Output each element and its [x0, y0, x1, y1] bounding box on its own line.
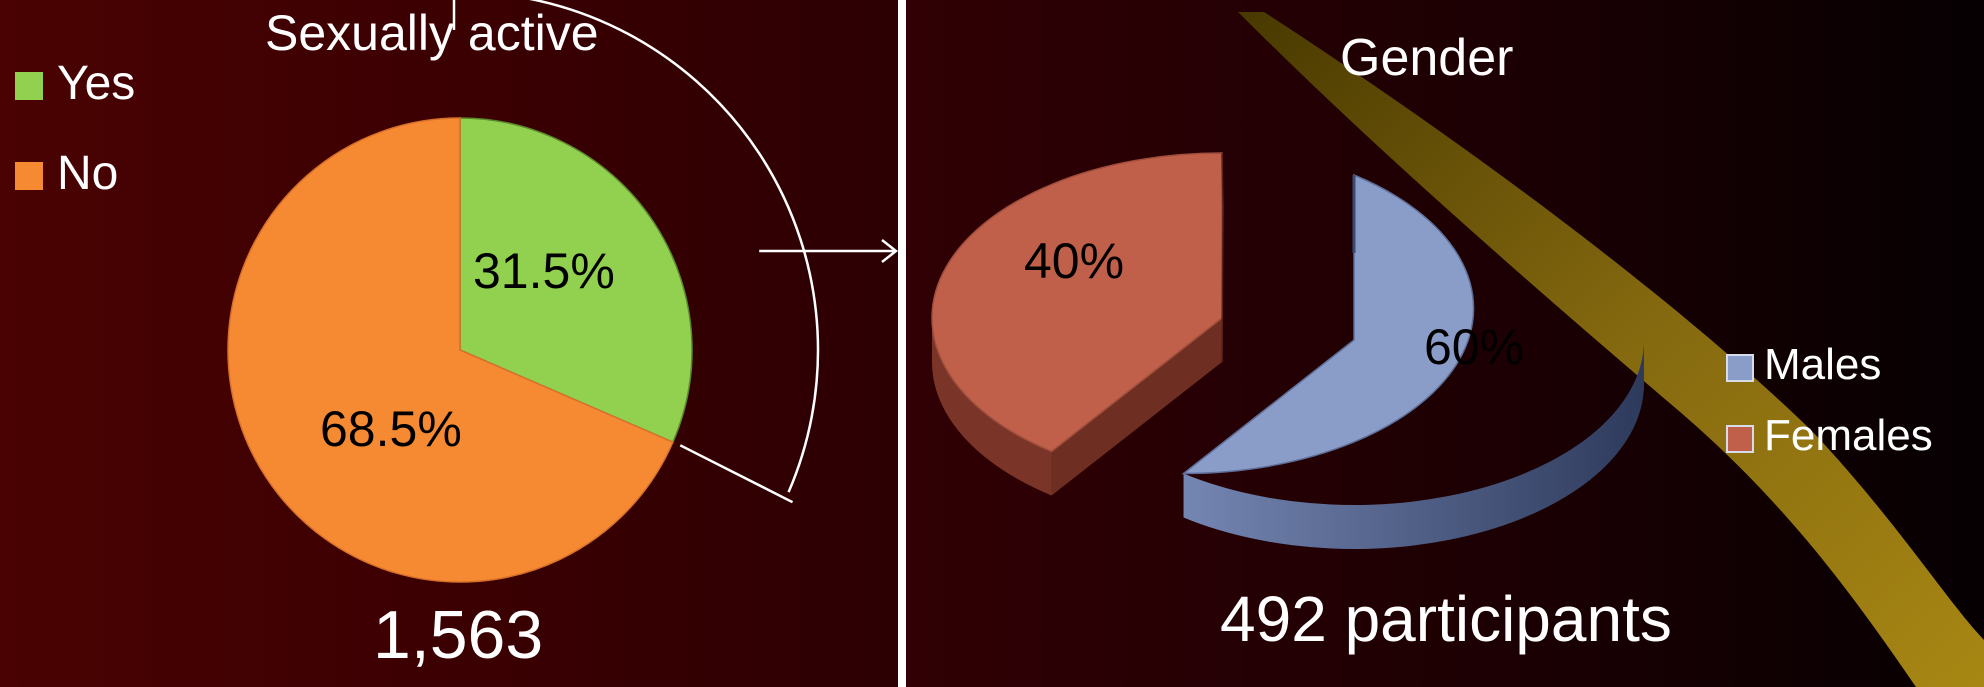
- pie-slice-no: [227, 117, 674, 583]
- legend-label-yes: Yes: [57, 57, 136, 110]
- callout-arrow: [881, 239, 898, 263]
- pie-slice-males: [1181, 173, 1475, 475]
- sample-size-label: 492 participants: [1220, 583, 1672, 655]
- legend-label-males: Males: [1764, 340, 1882, 389]
- legend-label-no: No: [57, 147, 119, 200]
- legend-swatch-yes: [15, 72, 43, 100]
- pie-slice-females: [931, 152, 1223, 453]
- legend-label-females: Females: [1764, 411, 1933, 460]
- gender-panel: Gender 40% 60% Males Females 492 partici…: [906, 0, 1984, 687]
- chart-title-sexually-active: Sexually active: [265, 5, 599, 61]
- data-label-males: 60%: [1424, 319, 1525, 375]
- pie-slice-females-cut-face: [1051, 318, 1222, 496]
- data-label-females: 40%: [1024, 233, 1125, 289]
- pie-slice-females-edge: [1221, 152, 1224, 363]
- legend-swatch-males: [1726, 354, 1754, 382]
- legend-swatch-females: [1726, 425, 1754, 453]
- pie-slice-males-side: [1183, 340, 1644, 549]
- gender-pie-chart: [931, 12, 1984, 687]
- pie-slice-females-side: [932, 318, 1052, 496]
- panel-divider: [898, 0, 906, 687]
- sexually-active-pie-chart: [227, 0, 898, 583]
- data-label-yes: 31.5%: [473, 243, 615, 299]
- sample-size-label: 1,563: [373, 597, 544, 673]
- decorative-swoosh: [1238, 12, 1984, 687]
- chart-title-gender: Gender: [1340, 29, 1514, 87]
- legend-swatch-no: [15, 162, 43, 190]
- data-label-no: 68.5%: [320, 401, 462, 457]
- sexually-active-panel: Sexually active Yes No 31.5% 68.5% 1,563: [0, 0, 898, 687]
- callout-bracket: [452, 0, 894, 504]
- pie-slice-yes: [459, 117, 693, 444]
